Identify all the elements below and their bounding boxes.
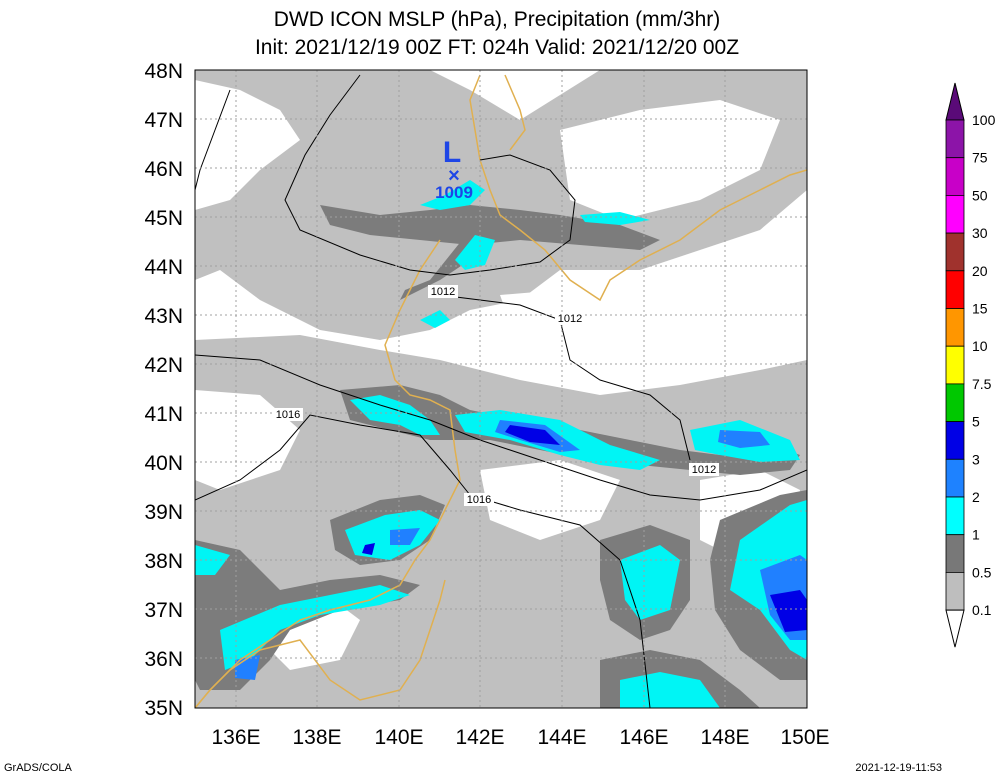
- colorbar-swatch: [945, 119, 965, 159]
- colorbar-swatch: [945, 572, 965, 611]
- colorbar-label: 20: [972, 263, 988, 279]
- isobar-label: 1016: [467, 494, 491, 506]
- lon-label: 138E: [292, 726, 341, 749]
- colorbar-swatch: [945, 534, 965, 573]
- lon-label: 142E: [455, 726, 504, 749]
- isobar-label: 1016: [276, 409, 300, 421]
- lon-label: 140E: [374, 726, 423, 749]
- lat-label: 43N: [144, 305, 183, 328]
- lon-label: 144E: [537, 726, 586, 749]
- colorbar-label: 100: [972, 112, 996, 128]
- low-symbol: L: [443, 136, 461, 169]
- lat-label: 39N: [144, 501, 183, 524]
- low-pressure-value: 1009: [435, 183, 473, 202]
- colorbar-label: 10: [972, 338, 988, 354]
- colorbar-swatch: [945, 270, 965, 309]
- colorbar-swatch: [945, 609, 965, 648]
- colorbar-label: 15: [972, 301, 988, 317]
- colorbar-swatch: [945, 383, 965, 422]
- colorbar-swatch: [945, 345, 965, 385]
- longitude-labels: 136E 138E 140E 142E 144E 146E 148E 150E: [211, 726, 829, 749]
- coastlines: [195, 74, 807, 708]
- lat-label: 47N: [144, 109, 183, 132]
- colorbar-label: 30: [972, 225, 988, 241]
- colorbar-swatch: [945, 421, 965, 460]
- lat-label: 38N: [144, 550, 183, 573]
- colorbar-label: 0.1: [972, 602, 992, 618]
- lon-label: 146E: [619, 726, 668, 749]
- lat-label: 48N: [144, 60, 183, 83]
- isobar-label-group: 1012 1012 1016 1012 1016: [273, 285, 719, 506]
- footer-credit: GrADS/COLA: [4, 762, 72, 774]
- precipitation-field: [195, 70, 807, 708]
- colorbar-swatch: [945, 458, 965, 498]
- isobars: [195, 74, 807, 708]
- isobar-label: 1012: [692, 464, 716, 476]
- isobar-label: 1012: [431, 286, 455, 298]
- lat-label: 44N: [144, 256, 183, 279]
- lon-label: 136E: [211, 726, 260, 749]
- colorbar-label: 3: [972, 451, 980, 467]
- isobar-label: 1012: [558, 313, 582, 325]
- lat-label: 35N: [144, 697, 183, 720]
- lat-label: 46N: [144, 158, 183, 181]
- lat-label: 41N: [144, 403, 183, 426]
- colorbar-swatch: [945, 308, 965, 347]
- latitude-labels: 48N 47N 46N 45N 44N 43N 42N 41N 40N 39N …: [144, 60, 183, 720]
- chart-title: DWD ICON MSLP (hPa), Precipitation (mm/3…: [273, 8, 721, 31]
- colorbar-label: 0.5: [972, 564, 992, 580]
- lat-label: 37N: [144, 599, 183, 622]
- colorbar-label: 2: [972, 489, 980, 505]
- lat-label: 42N: [144, 354, 183, 377]
- low-pressure-center: L × 1009: [435, 136, 473, 202]
- footer-timestamp: 2021-12-19-11:53: [855, 762, 942, 774]
- lat-label: 45N: [144, 207, 183, 230]
- colorbar-swatch: [945, 157, 965, 196]
- colorbar-label: 7.5: [972, 376, 992, 392]
- colorbar: 100 75 50 30 20 15 10 7.5 5 3 2 1 0.5 0.1: [945, 82, 996, 648]
- lat-label: 36N: [144, 648, 183, 671]
- lat-label: 40N: [144, 452, 183, 475]
- colorbar-label: 75: [972, 150, 988, 166]
- colorbar-swatch: [945, 232, 965, 272]
- lon-label: 148E: [700, 726, 749, 749]
- plot-frame: [194, 69, 808, 709]
- lon-label: 150E: [780, 726, 829, 749]
- low-marker-icon: ×: [448, 165, 460, 187]
- colorbar-label: 50: [972, 187, 988, 203]
- colorbar-swatch: [945, 82, 965, 121]
- colorbar-label: 5: [972, 414, 980, 430]
- colorbar-label: 1: [972, 527, 980, 543]
- colorbar-swatch: [945, 496, 965, 536]
- colorbar-swatch: [945, 194, 965, 234]
- chart-subtitle: Init: 2021/12/19 00Z FT: 024h Valid: 202…: [254, 36, 740, 59]
